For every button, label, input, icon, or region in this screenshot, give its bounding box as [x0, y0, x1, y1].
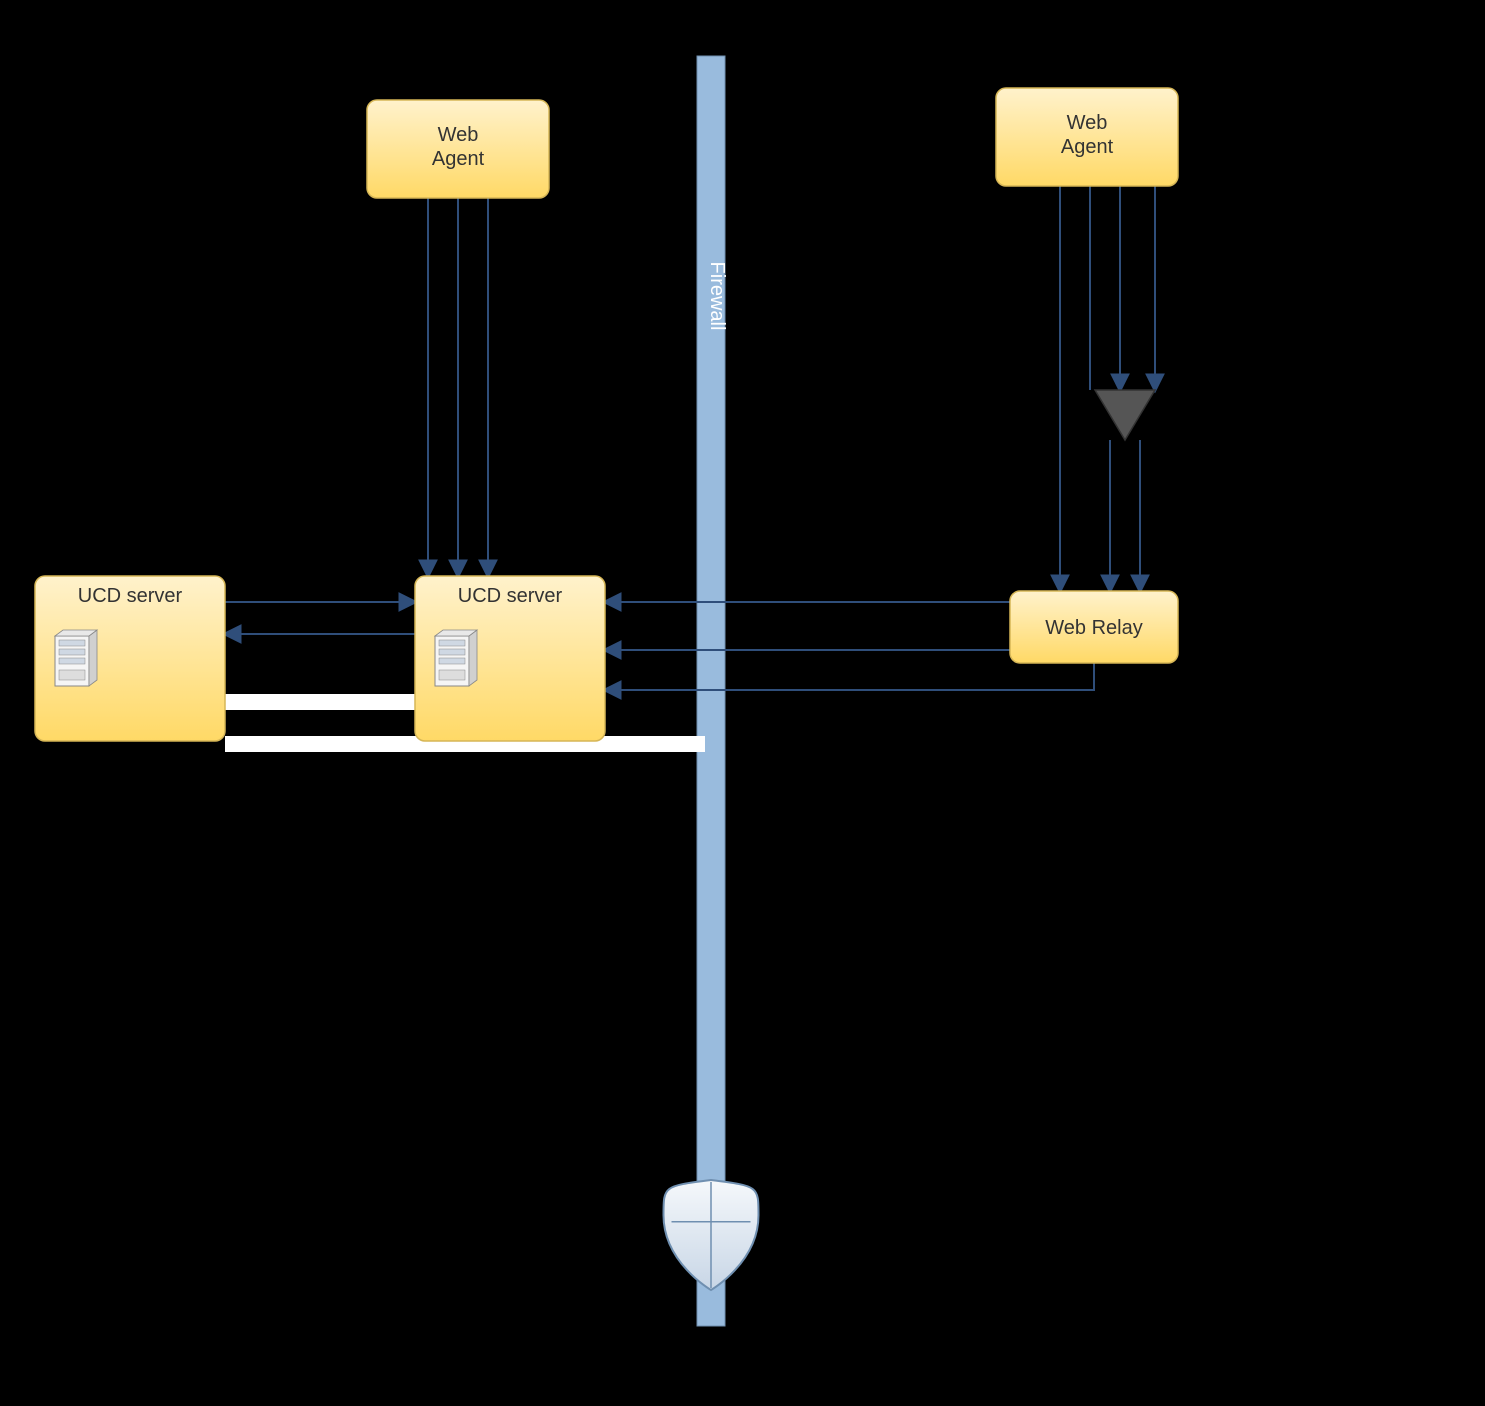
node-web_agent_left: WebAgent — [367, 100, 549, 198]
firewall-label: Firewall — [706, 262, 728, 331]
node-label-web_agent_left-0: Web — [438, 124, 479, 146]
node-label-ucd_server_left: UCD server — [78, 585, 183, 607]
node-label-ucd_server_mid: UCD server — [458, 585, 563, 607]
node-label-web_agent_left-1: Agent — [432, 148, 485, 170]
node-web_relay: Web Relay — [1010, 591, 1178, 663]
server-icon — [55, 630, 97, 686]
diagram-canvas: Firewall WebAgentWebAgentUCD serverUCD s… — [0, 0, 1485, 1406]
node-label-web_agent_right-0: Web — [1067, 112, 1108, 134]
node-label-web_relay: Web Relay — [1045, 617, 1142, 639]
white-stub-0 — [225, 694, 425, 710]
node-web_agent_right: WebAgent — [996, 88, 1178, 186]
server-icon — [435, 630, 477, 686]
node-ucd_server_mid: UCD server — [415, 576, 605, 741]
node-ucd_server_left: UCD server — [35, 576, 225, 741]
node-label-web_agent_right-1: Agent — [1061, 136, 1114, 158]
